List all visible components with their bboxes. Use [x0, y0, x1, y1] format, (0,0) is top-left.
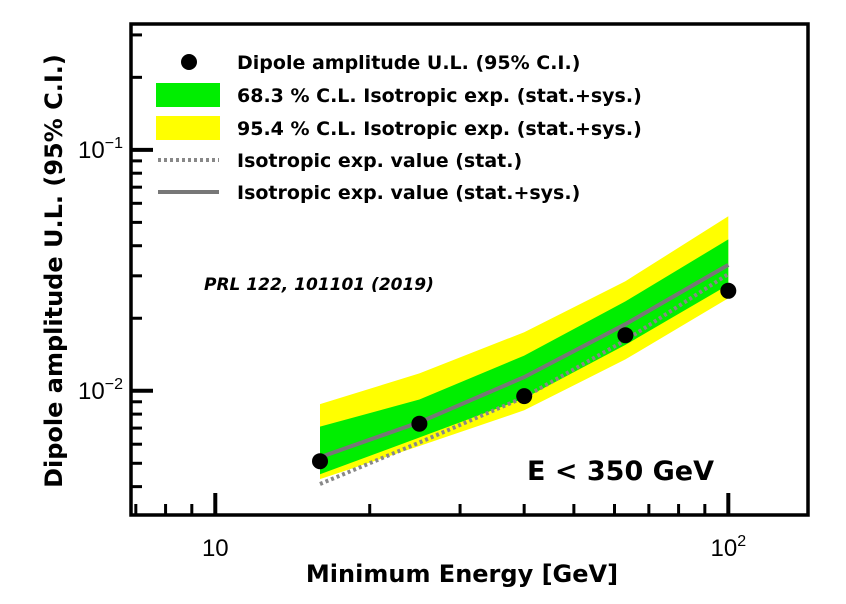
legend-label: 95.4 % C.L. Isotropic exp. (stat.+sys.) [237, 118, 642, 140]
plot-area [312, 216, 737, 486]
data-point [720, 282, 737, 299]
band-68 [320, 239, 729, 475]
legend-label: Isotropic exp. value (stat.) [237, 150, 522, 172]
x-tick-label: 10 [202, 535, 229, 562]
y-tick-label: 10−2 [78, 376, 123, 405]
data-point [516, 388, 533, 405]
legend-label: Dipole amplitude U.L. (95% C.I.) [237, 52, 580, 74]
energy-cut-annotation: E < 350 GeV [527, 456, 714, 487]
data-point [617, 327, 634, 344]
legend: Dipole amplitude U.L. (95% C.I.) 68.3 % C… [156, 52, 642, 204]
line-stat [319, 272, 730, 486]
data-point [411, 415, 428, 432]
x-axis-title: Minimum Energy [GeV] [306, 560, 618, 588]
y-axis-title: Dipole amplitude U.L. (95% C.I.) [40, 54, 68, 488]
legend-label: 68.3 % C.L. Isotropic exp. (stat.+sys.) [237, 85, 642, 107]
axes: 10 102 10−2 10−1 [78, 33, 747, 562]
legend-swatch-band-95 [156, 116, 220, 140]
y-tick-label: 10−1 [78, 135, 123, 164]
plot-frame [129, 22, 810, 517]
line-stat-sys [319, 263, 730, 460]
x-tick-label: 102 [711, 533, 747, 562]
legend-swatch-band-68 [156, 83, 220, 107]
data-point [312, 453, 328, 470]
reference-annotation: PRL 122, 101101 (2019) [204, 275, 434, 295]
legend-label: Isotropic exp. value (stat.+sys.) [237, 182, 580, 204]
legend-marker-points [181, 54, 197, 70]
